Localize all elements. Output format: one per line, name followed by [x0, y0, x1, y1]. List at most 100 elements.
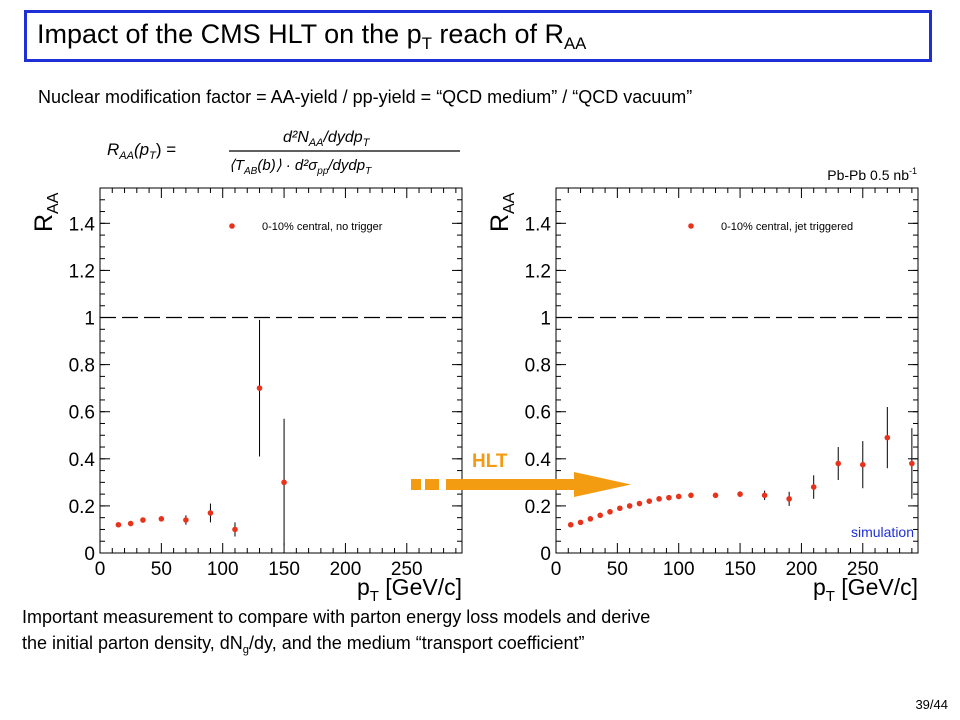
data-point — [158, 516, 165, 522]
y-tick-label: 0.6 — [69, 403, 95, 424]
svg-text:⟨TAB(b)⟩ · d²σpp/dydpT: ⟨TAB(b)⟩ · d²σpp/dydpT — [229, 157, 372, 177]
data-point — [636, 500, 643, 507]
y-tick-label: 1.4 — [69, 214, 96, 235]
simulation-label: simulation — [851, 524, 914, 540]
data-point — [646, 498, 653, 504]
x-axis-label: pT [GeV/c] — [357, 574, 462, 605]
formula-num-rest: /dydp — [322, 129, 362, 146]
formula-lhs-arg: (p — [134, 140, 149, 159]
title-part: reach of R — [431, 19, 564, 49]
y-tick-label: 1.2 — [525, 261, 551, 282]
x-tick-label: 50 — [607, 559, 628, 580]
hlt-label: HLT — [472, 451, 508, 472]
arrow-shaft — [446, 479, 576, 490]
formula-den-rest: (b)⟩ · d²σ — [257, 157, 318, 174]
formula-den-sub3: T — [365, 166, 372, 177]
title-sub: AA — [563, 33, 587, 53]
formula-num-sub: AA — [308, 137, 324, 149]
x-axis-label: pT [GeV/c] — [813, 574, 918, 605]
data-point — [607, 508, 613, 515]
data-point — [761, 492, 768, 499]
conclusion-part: /dy, and the medium “transport coefficie… — [249, 633, 585, 653]
formula-num: d²N — [283, 129, 309, 146]
y-tick-label: 1.2 — [69, 261, 95, 282]
formula-lhs-sub: AA — [118, 150, 134, 162]
legend-label: 0-10% central, no trigger — [262, 221, 383, 233]
y-tick-label: 1.4 — [525, 214, 552, 235]
data-point — [688, 492, 694, 499]
conclusion-text: Important measurement to compare with pa… — [22, 604, 650, 659]
data-point — [675, 493, 682, 500]
x-tick-label: 100 — [207, 559, 239, 580]
x-tick-label: 200 — [786, 559, 818, 580]
data-point — [281, 479, 287, 486]
data-point — [127, 520, 134, 527]
plot-frame-1 — [99, 187, 463, 554]
data-point — [597, 512, 603, 519]
data-point — [786, 496, 792, 502]
page-number: 39/44 — [915, 697, 948, 712]
y-tick-label: 0 — [540, 544, 551, 565]
y-tick-label: 0.4 — [69, 450, 96, 471]
y-tick-label: 0.8 — [69, 356, 95, 377]
data-point — [567, 521, 574, 528]
x-tick-label: 100 — [663, 559, 695, 580]
y-tick-label: 0 — [84, 544, 95, 565]
data-point — [835, 460, 842, 467]
data-point — [626, 503, 633, 509]
data-point — [183, 517, 189, 523]
svg-text:RAA(pT) =: RAA(pT) = — [107, 140, 176, 162]
y-tick-label: 0.6 — [525, 403, 551, 424]
x-tick-label: 250 — [847, 559, 879, 580]
data-point — [810, 484, 817, 490]
legend-label: 0-10% central, jet triggered — [721, 221, 853, 233]
x-tick-label: 0 — [551, 559, 562, 580]
data-point — [140, 517, 146, 523]
data-point — [232, 526, 238, 533]
conclusion-line-2: the initial parton density, dNg/dy, and … — [22, 630, 650, 659]
y-axis-label: RAA — [30, 192, 62, 232]
x-tick-label: 150 — [724, 559, 756, 580]
data-point — [617, 505, 623, 512]
slide-title: Impact of the CMS HLT on the pT reach of… — [37, 19, 587, 53]
x-tick-label: 0 — [95, 559, 106, 580]
formula-den-sub: AB — [243, 166, 258, 177]
data-point — [666, 494, 672, 501]
svg-text:d²NAA/dydpT: d²NAA/dydpT — [283, 129, 371, 149]
data-point — [737, 491, 743, 497]
title-part: Impact of the CMS HLT on the p — [37, 19, 422, 49]
raa-formula: RAA(pT) = d²NAA/dydpT ⟨TAB(b)⟩ · d²σpp/d… — [107, 129, 460, 177]
data-point — [656, 496, 662, 502]
arrow-head — [574, 472, 631, 497]
formula-den-sub2: pp — [316, 166, 329, 177]
formula-lhs-arg-sub: T — [149, 150, 157, 162]
formula-lhs-close: ) = — [156, 140, 176, 159]
title-box: Impact of the CMS HLT on the pT reach of… — [24, 10, 932, 62]
y-tick-label: 0.2 — [525, 497, 551, 518]
data-point — [256, 385, 263, 391]
data-point — [207, 510, 214, 516]
y-tick-label: 1 — [84, 309, 95, 330]
data-point — [577, 519, 584, 526]
data-point — [587, 516, 594, 522]
conclusion-part: the initial parton density, dN — [22, 633, 243, 653]
x-tick-label: 50 — [151, 559, 172, 580]
x-tick-label: 200 — [330, 559, 362, 580]
conclusion-line-1: Important measurement to compare with pa… — [22, 607, 651, 627]
y-axis-label: RAA — [486, 192, 518, 232]
formula-den: ⟨T — [229, 157, 246, 174]
data-point — [909, 460, 915, 467]
title-sub: T — [421, 33, 432, 53]
data-point — [859, 461, 866, 468]
x-tick-label: 150 — [268, 559, 300, 580]
data-point — [115, 521, 122, 528]
y-tick-label: 1 — [540, 309, 551, 330]
luminosity-label: Pb-Pb 0.5 nb-1 — [827, 166, 917, 183]
y-tick-label: 0.4 — [525, 450, 552, 471]
conclusion-sub: g — [242, 643, 250, 656]
y-tick-label: 0.2 — [69, 497, 95, 518]
formula-num-sub2: T — [363, 137, 371, 149]
data-point — [884, 434, 891, 441]
legend-marker — [229, 223, 235, 229]
